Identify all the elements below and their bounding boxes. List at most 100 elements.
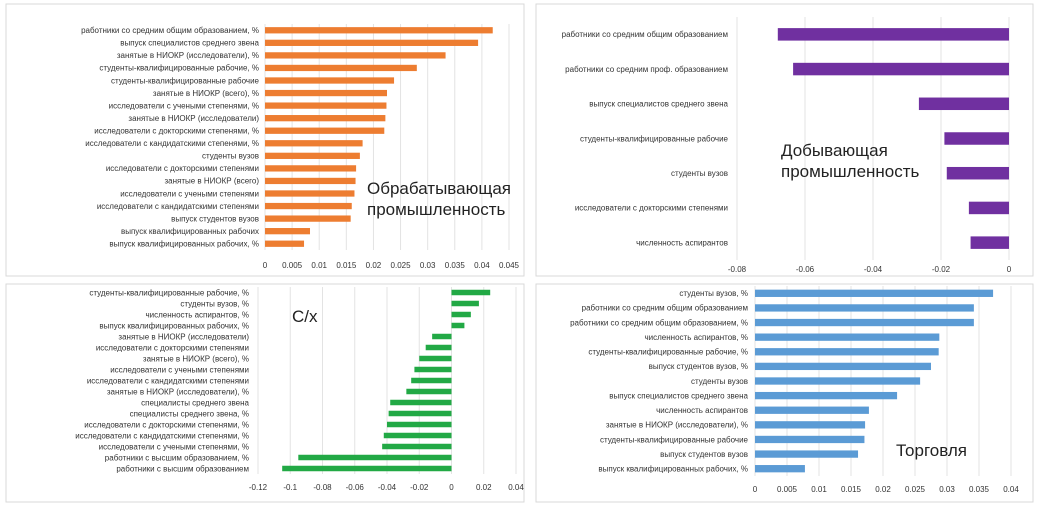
bar [265, 127, 385, 134]
bar [265, 152, 360, 159]
bar [265, 202, 352, 210]
bar [265, 240, 305, 247]
bar [265, 177, 356, 185]
x-tick-label: -0.02 [932, 265, 951, 274]
x-tick-label: 0 [753, 485, 758, 494]
category-label: выпуск специалистов среднего звена [609, 391, 748, 400]
x-tick-label: 0.045 [499, 261, 520, 270]
chart-manufacturing: 0 0.005 0.01 0.015 0.02 0.025 0.03 0.035 0.04 0.0… [0, 0, 530, 280]
chart-manufacturing-svg: 0 0.005 0.01 0.015 0.02 0.025 0.03 0.035 0.04 0.0… [5, 3, 525, 277]
bar [265, 215, 351, 222]
bar [970, 236, 1009, 249]
bar [755, 333, 940, 341]
category-label: исследователи с учеными степенями, % [99, 442, 249, 451]
bar [777, 28, 1009, 41]
bar [414, 366, 452, 373]
bar [390, 399, 452, 406]
category-label: выпуск квалифицированных рабочих, % [99, 321, 249, 330]
bar [411, 377, 452, 384]
bar [265, 228, 311, 235]
category-label: исследователи с учеными степенями, % [109, 101, 259, 110]
category-label: студенты-квалифицированные рабочие, % [89, 288, 249, 297]
bar [298, 454, 452, 461]
bar [755, 318, 974, 327]
category-label: занятые в НИОКР (исследователи), % [606, 421, 748, 430]
bar [425, 344, 452, 351]
category-label: исследователи с учеными степенями [120, 189, 259, 198]
category-label: студенты-квалифицированные рабочие [600, 435, 749, 444]
x-tick-label: 0.015 [841, 485, 862, 494]
category-label: выпуск специалистов среднего звена [589, 100, 728, 109]
bar [755, 421, 866, 429]
bar [265, 27, 493, 34]
category-label: работники со средним общим образованием,… [570, 318, 748, 327]
category-label: исследователи с кандидатскими степенями [87, 376, 249, 385]
category-label: студенты вузов, % [180, 299, 249, 308]
x-tick-label: 0.025 [905, 485, 926, 494]
x-tick-label: 0.02 [875, 485, 891, 494]
category-label: студенты-квалифицированные рабочие, % [588, 348, 748, 357]
x-tick-label: -0.04 [378, 483, 397, 492]
category-label: исследователи с докторскими степенями, % [94, 127, 259, 136]
category-label: занятые в НИОКР (исследователи) [128, 114, 259, 123]
x-tick-label: -0.04 [864, 265, 883, 274]
bar [755, 377, 921, 385]
category-label: выпуск квалифицированных рабочих [121, 227, 259, 236]
x-tick-label: 0.005 [777, 485, 798, 494]
bar [265, 64, 417, 72]
bar [451, 311, 471, 318]
category-label: исследователи с кандидатскими степенями,… [75, 431, 249, 440]
bar [755, 304, 974, 312]
x-tick-label: -0.06 [796, 265, 815, 274]
category-label: занятые в НИОКР (исследователи), % [117, 51, 259, 60]
category-label: исследователи с докторскими степенями, % [84, 420, 249, 429]
category-label: исследователи с учеными степенями [110, 365, 249, 374]
bar [755, 348, 939, 356]
bar [419, 355, 452, 362]
bar [282, 465, 452, 472]
category-label: работники с высшим образованием [116, 464, 249, 473]
category-label: численность аспирантов [636, 238, 728, 247]
chart-agriculture: -0.12 -0.1 -0.08 -0.06 -0.04 -0.02 0 0.02 0.04 ст… [0, 280, 530, 506]
x-tick-label: 0 [263, 261, 268, 270]
bar [755, 289, 994, 297]
x-tick-label: 0.005 [282, 261, 303, 270]
category-label: выпуск студентов вузов [171, 214, 259, 223]
category-label: выпуск студентов вузов [660, 450, 748, 459]
bar [265, 39, 479, 46]
bar [265, 77, 395, 84]
bar [918, 97, 1009, 111]
category-label: работники с высшим образованием, % [105, 453, 249, 462]
category-label: занятые в НИОКР (всего), % [143, 354, 249, 363]
category-label: занятые в НИОКР (исследователи) [118, 332, 249, 341]
x-tick-label: 0.01 [311, 261, 327, 270]
category-label: исследователи с кандидатскими степенями,… [85, 139, 259, 148]
x-tick-label: 0.01 [811, 485, 827, 494]
x-tick-label: 0.04 [508, 483, 524, 492]
category-label: студенты-квалифицированные рабочие [111, 76, 260, 85]
x-tick-label: 0.015 [336, 261, 357, 270]
x-tick-label: -0.1 [283, 483, 297, 492]
category-label: студенты-квалифицированные рабочие [580, 134, 729, 143]
bar [755, 362, 931, 371]
category-label: исследователи с кандидатскими степенями [97, 202, 259, 211]
bar [265, 165, 357, 172]
category-label: студенты вузов [671, 169, 728, 178]
category-label: занятые в НИОКР (всего) [164, 177, 259, 186]
category-label: численность аспирантов [656, 406, 748, 415]
bar [382, 443, 452, 450]
bar [265, 89, 387, 97]
x-tick-label: 0.02 [366, 261, 382, 270]
category-label: работники со средним общим образованием,… [81, 26, 259, 35]
category-label: специалисты среднего звена [141, 398, 249, 407]
chart-agriculture-title: С/х [292, 307, 318, 326]
category-label: выпуск студентов вузов, % [649, 362, 748, 371]
x-tick-label: -0.08 [313, 483, 332, 492]
x-tick-label: 0.03 [420, 261, 436, 270]
bar [388, 410, 452, 417]
category-label: выпуск специалистов среднего звена [120, 39, 259, 48]
category-label: выпуск квалифицированных рабочих, % [109, 240, 259, 249]
chart-mining-title: Добывающая промышленность [781, 141, 920, 181]
chart-trade-svg: 0 0.005 0.01 0.015 0.02 0.025 0.03 0.035 0.04 сту… [535, 283, 1034, 503]
bar [793, 62, 1009, 76]
